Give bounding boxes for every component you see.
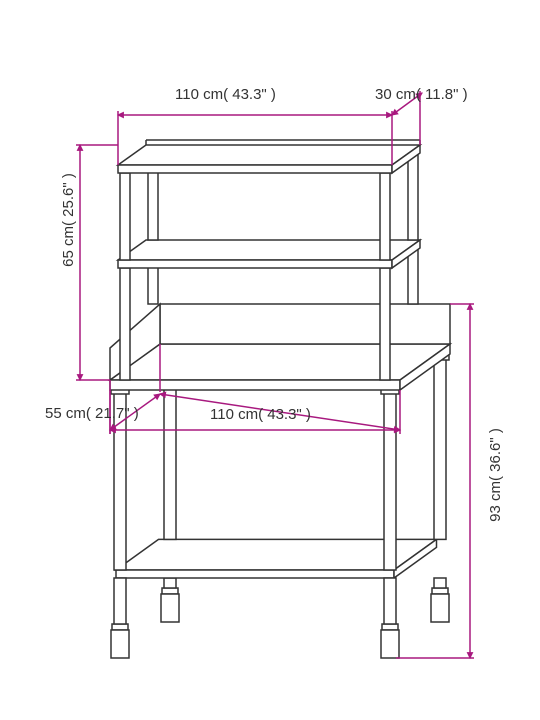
dim-height-label: 93 cm( 36.6" ) bbox=[487, 395, 504, 555]
dim-table-depth-label: 55 cm( 21.7" ) bbox=[45, 405, 139, 422]
dim-top-width-label: 110 cm( 43.3" ) bbox=[175, 86, 276, 103]
dim-work-width-label: 110 cm( 43.3" ) bbox=[210, 406, 311, 423]
dim-over-height-label: 65 cm( 25.6" ) bbox=[60, 140, 77, 300]
dim-top-depth-label: 30 cm( 11.8" ) bbox=[375, 86, 468, 103]
